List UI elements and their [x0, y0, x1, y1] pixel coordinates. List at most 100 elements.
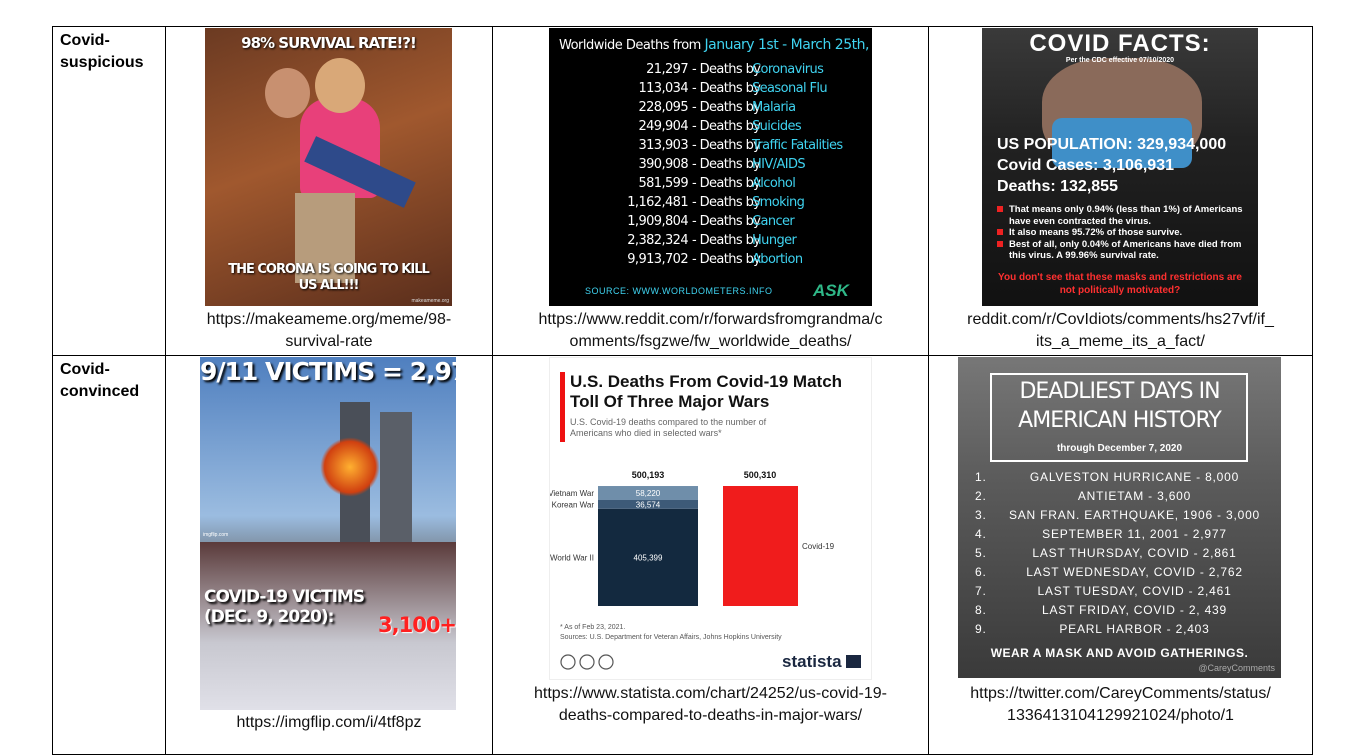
item-number: 2. [975, 489, 987, 503]
item-number: 7. [975, 584, 987, 598]
source-url: https://makeameme.org/meme/98- survival-… [166, 309, 492, 353]
image-footer: You don't see that these masks and restr… [992, 271, 1248, 297]
title-range: January 1st - March 25th, 2020 [705, 37, 873, 53]
count: 249,904 [638, 119, 688, 134]
source-url: https://twitter.com/CareyComments/status… [929, 683, 1312, 727]
source-url: https://imgflip.com/i/4tf8pz [166, 712, 492, 734]
credit: imgflip.com [203, 532, 228, 538]
deaths-row: 249,904- Deaths bySuicides [549, 119, 872, 138]
cause: Suicides [752, 119, 801, 134]
deaths-text: - Deaths by [692, 195, 760, 210]
fire [320, 437, 380, 497]
figure [315, 58, 365, 113]
total-label: 500,193 [632, 470, 665, 480]
deaths-text: - Deaths by [692, 233, 760, 248]
meme-text: THE CORONA IS GOING TO KILL US ALL!!! [220, 262, 437, 294]
days-list: 1.GALVESTON HURRICANE - 8,0002.ANTIETAM … [958, 470, 1281, 641]
source: Source: www.worldometers.info [585, 286, 773, 296]
source-url: https://www.reddit.com/r/forwardsfromgra… [493, 309, 928, 353]
item-number: 3. [975, 508, 987, 522]
table-cell [52, 26, 166, 356]
stat: Covid Cases: 3,106,931 [997, 155, 1226, 176]
image-title: COVID FACTS: [982, 30, 1258, 58]
segment-name: Vietnam War [550, 489, 594, 498]
days-row: 3.SAN FRAN. EARTHQUAKE, 1906 - 3,000 [958, 508, 1281, 527]
cause: Traffic Fatalities [752, 138, 843, 153]
bullet-mark [997, 241, 1003, 247]
count: 1,909,804 [627, 214, 688, 229]
count: 228,095 [638, 100, 688, 115]
item-text: ANTIETAM - 3,600 [988, 489, 1281, 503]
cause: Cancer [752, 214, 794, 229]
segment-label: 36,574 [636, 500, 661, 509]
meme-number: 3,100+ [378, 613, 456, 637]
segment-label: 58,220 [636, 489, 661, 498]
deaths-text: - Deaths by [692, 157, 760, 172]
days-row: 1.GALVESTON HURRICANE - 8,000 [958, 470, 1281, 489]
count: 1,162,481 [627, 195, 688, 210]
item-number: 5. [975, 546, 987, 560]
footnote: * As of Feb 23, 2021. [560, 624, 625, 631]
page: Covid- suspicious Covid- convinced 98% S… [0, 0, 1356, 728]
item-text: SAN FRAN. EARTHQUAKE, 1906 - 3,000 [988, 508, 1281, 522]
meme-text: 9/11 VICTIMS = 2,977 [200, 357, 456, 386]
url-line: https://makeameme.org/meme/98- [166, 309, 492, 331]
meme-text: 98% SURVIVAL RATE!?! [205, 34, 452, 52]
url-line: deaths-compared-to-deaths-in-major-wars/ [493, 705, 928, 727]
bar-name: Covid-19 [802, 542, 835, 551]
count: 2,382,324 [627, 233, 688, 248]
label-line: convinced [60, 381, 139, 403]
item-number: 6. [975, 565, 987, 579]
item-number: 4. [975, 527, 987, 541]
segment-name: World War II [550, 553, 594, 562]
count: 21,297 [646, 62, 688, 77]
credit: makeameme.org [411, 298, 449, 304]
brand-mark [846, 655, 861, 668]
days-row: 9.PEARL HARBOR - 2,403 [958, 622, 1281, 641]
url-line: its_a_meme_its_a_fact/ [929, 331, 1312, 353]
cause: Abortion [752, 252, 803, 267]
days-row: 8.LAST FRIDAY, COVID - 2, 439 [958, 603, 1281, 622]
brand: statista [782, 652, 842, 672]
count: 9,913,702 [627, 252, 688, 267]
bullet-text: That means only 0.94% (less than 1%) of … [1009, 204, 1243, 227]
cause: Seasonal Flu [752, 81, 827, 96]
days-row: 6.LAST WEDNESDAY, COVID - 2,762 [958, 565, 1281, 584]
url-line: https://imgflip.com/i/4tf8pz [166, 712, 492, 734]
row-label: Covid- suspicious [60, 30, 144, 74]
item-number: 9. [975, 622, 987, 636]
days-row: 2.ANTIETAM - 3,600 [958, 489, 1281, 508]
meme-text: COVID-19 VICTIMS (DEC. 9, 2020): [204, 587, 374, 627]
license-icon [580, 655, 594, 669]
license-icon [599, 655, 613, 669]
image-subtitle: through December 7, 2020 [958, 443, 1281, 454]
bullet: Best of all, only 0.04% of Americans hav… [997, 239, 1252, 262]
count: 390,908 [638, 157, 688, 172]
label-line: Covid- [60, 30, 144, 52]
image-subtitle: Per the CDC effective 07/10/2020 [982, 57, 1258, 64]
bullet-mark [997, 206, 1003, 212]
item-number: 8. [975, 603, 987, 617]
row-label: Covid- convinced [60, 359, 139, 403]
cause: Coronavirus [752, 62, 823, 77]
bullet: It also means 95.72% of those survive. [997, 227, 1252, 239]
meme-image: Worldwide Deaths from January 1st - Marc… [549, 28, 872, 306]
meme-image: 98% SURVIVAL RATE!?! THE CORONA IS GOING… [205, 28, 452, 306]
figure [265, 68, 310, 118]
count: 581,599 [638, 176, 688, 191]
cause: Smoking [752, 195, 804, 210]
url-line: reddit.com/r/CovIdiots/comments/hs27vf/i… [929, 309, 1312, 331]
table-cell [52, 355, 166, 755]
stat: Deaths: 132,855 [997, 176, 1226, 197]
stat: US POPULATION: 329,934,000 [997, 134, 1226, 155]
url-line: omments/fsgzwe/fw_worldwide_deaths/ [493, 331, 928, 353]
